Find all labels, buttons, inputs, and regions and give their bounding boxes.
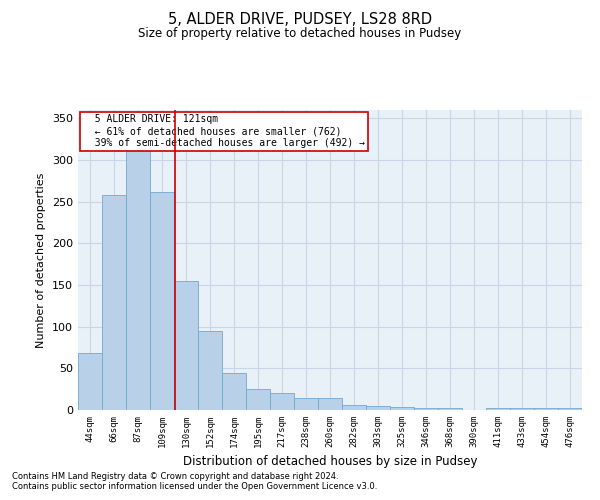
Bar [390, 406, 414, 410]
Bar [510, 408, 534, 410]
Bar [486, 408, 510, 410]
Bar [102, 195, 126, 410]
Text: Contains HM Land Registry data © Crown copyright and database right 2024.: Contains HM Land Registry data © Crown c… [12, 472, 338, 481]
Bar [366, 406, 390, 410]
Text: Contains public sector information licensed under the Open Government Licence v3: Contains public sector information licen… [12, 482, 377, 491]
Text: 5, ALDER DRIVE, PUDSEY, LS28 8RD: 5, ALDER DRIVE, PUDSEY, LS28 8RD [168, 12, 432, 28]
Bar [174, 281, 198, 410]
Bar [222, 372, 246, 410]
Bar [534, 408, 558, 410]
Bar [246, 389, 270, 410]
Bar [198, 331, 222, 410]
Bar [126, 139, 150, 410]
Bar [342, 405, 366, 410]
Text: Size of property relative to detached houses in Pudsey: Size of property relative to detached ho… [139, 28, 461, 40]
Bar [438, 408, 462, 410]
Y-axis label: Number of detached properties: Number of detached properties [37, 172, 46, 348]
Text: 5 ALDER DRIVE: 121sqm
  ← 61% of detached houses are smaller (762)
  39% of semi: 5 ALDER DRIVE: 121sqm ← 61% of detached … [83, 114, 365, 148]
Bar [318, 398, 342, 410]
Bar [150, 192, 174, 410]
Bar [414, 408, 438, 410]
X-axis label: Distribution of detached houses by size in Pudsey: Distribution of detached houses by size … [183, 456, 477, 468]
Bar [294, 398, 318, 410]
Bar [270, 394, 294, 410]
Bar [558, 408, 582, 410]
Bar [78, 354, 102, 410]
